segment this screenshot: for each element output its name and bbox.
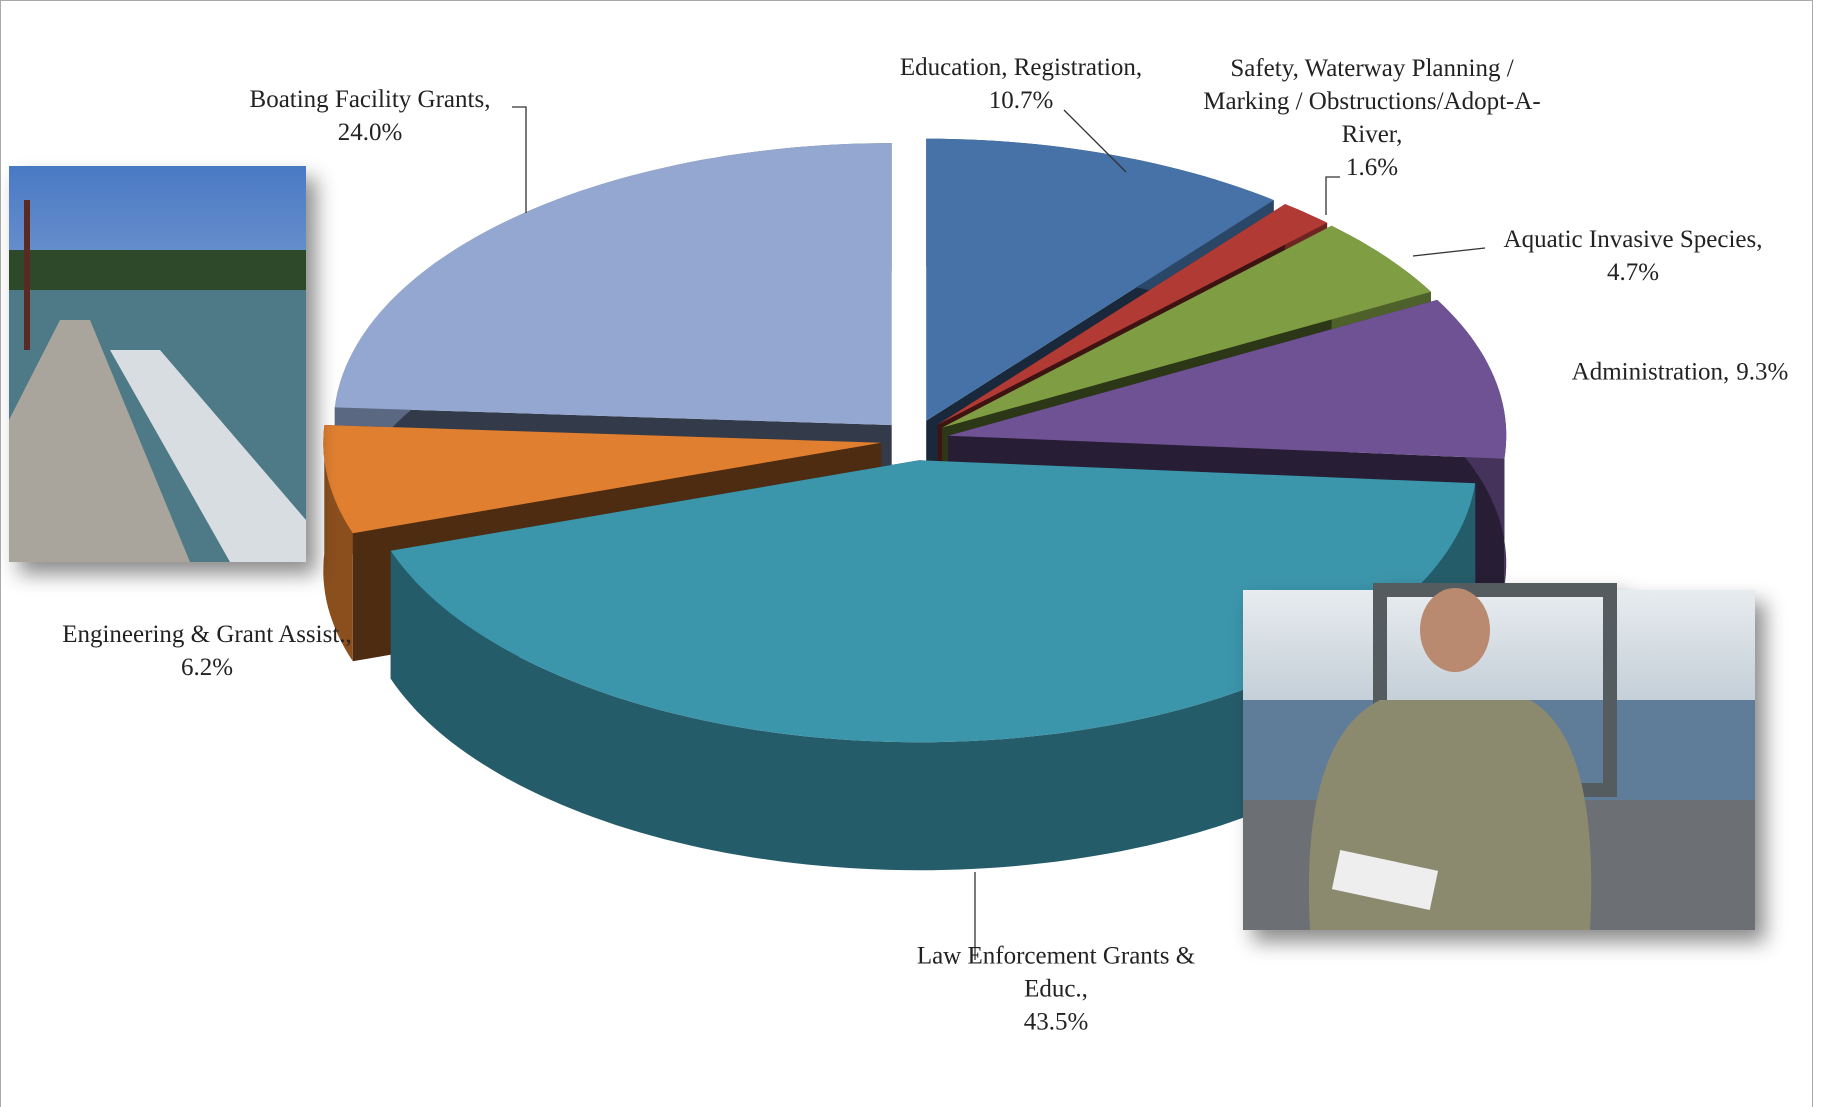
slice-label: Administration, 9.3%: [1530, 356, 1821, 389]
slice-wall: [323, 425, 353, 662]
photo-dock-float: [110, 350, 306, 562]
leader-lines: [512, 106, 1486, 960]
value-label: 10.7%: [988, 87, 1054, 114]
slice-label: Safety, Waterway Planning / Marking / Ob…: [1192, 52, 1552, 184]
photo-walkway: [9, 320, 190, 562]
photo-body: [1308, 700, 1592, 930]
value-label: 1.6%: [1345, 154, 1399, 181]
slice-top: [390, 460, 1476, 743]
category-label: Aquatic Invasive Species,: [1503, 226, 1763, 253]
value-label: 9.3%: [1736, 358, 1789, 386]
value-label: 24.0%: [337, 119, 403, 146]
slice-top: [937, 204, 1328, 425]
value-label: 4.7%: [1606, 259, 1660, 286]
slice: [390, 460, 1476, 871]
category-label: Boating Facility Grants,: [249, 86, 491, 113]
photo-head: [1420, 588, 1490, 672]
slice-label: Aquatic Invasive Species, 4.7%: [1463, 223, 1803, 289]
leader-line: [1325, 176, 1340, 215]
photo-paper: [1331, 850, 1439, 910]
slice-top: [948, 299, 1507, 459]
slice-label: Boating Facility Grants, 24.0%: [205, 83, 535, 149]
slice-top: [334, 143, 892, 426]
photo-pile: [24, 200, 30, 350]
photo-hills: [9, 250, 306, 290]
category-label: Engineering & Grant Assist.,: [62, 621, 352, 648]
category-label: Administration,: [1571, 358, 1730, 386]
slice-top: [942, 225, 1431, 428]
value-label: 43.5%: [1023, 1008, 1089, 1036]
slice-label: Law Enforcement Grants & Educ., 43.5%: [886, 940, 1226, 1039]
slice-top: [323, 425, 882, 534]
pie: [323, 138, 1507, 871]
slice-label: Engineering & Grant Assist., 6.2%: [17, 618, 397, 684]
leader-line: [1412, 247, 1486, 257]
category-label: Law Enforcement Grants & Educ.,: [916, 942, 1196, 1003]
photo-officer: [1243, 583, 1755, 930]
leader-line: [1063, 109, 1127, 173]
leader-line: [512, 106, 527, 213]
slice-wall: [390, 483, 1476, 871]
photo-dock: [9, 166, 306, 562]
slice-label: Education, Registration, 10.7%: [871, 51, 1171, 117]
slice-top: [926, 138, 1274, 421]
category-label: Education, Registration,: [899, 54, 1143, 81]
value-label: 6.2%: [180, 654, 234, 681]
category-label: Safety, Waterway Planning / Marking / Ob…: [1203, 55, 1541, 148]
